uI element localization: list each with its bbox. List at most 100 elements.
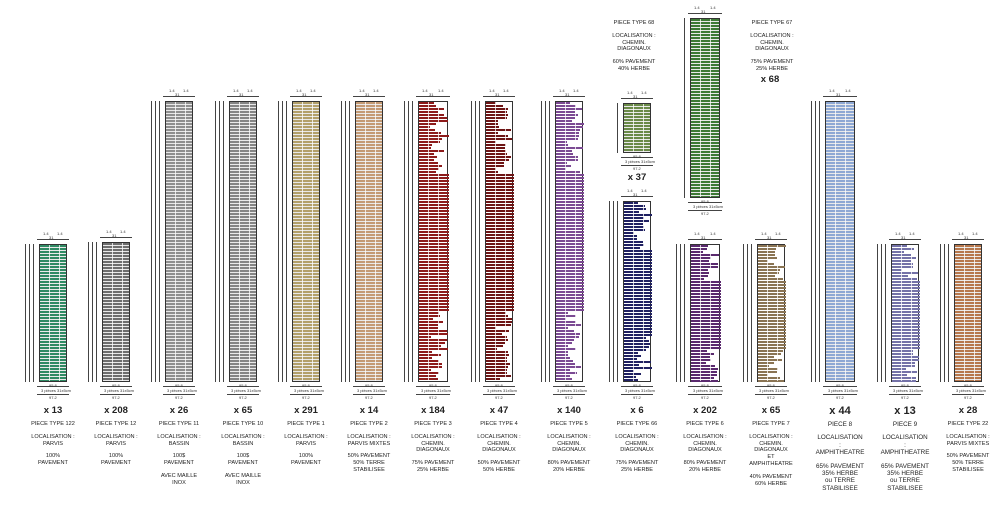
dimension-line-vertical bbox=[940, 244, 941, 382]
dimension-line-bottom bbox=[688, 210, 722, 211]
description-line: 50% PAVEMENT bbox=[347, 453, 391, 460]
description-line: 60% HERBE bbox=[754, 480, 788, 487]
description-line: CHEMIN. bbox=[759, 440, 783, 447]
description-line: 25% HERBE bbox=[416, 466, 450, 473]
dimension-inner-width: 95.8 bbox=[633, 153, 641, 159]
description-line: 50% PAVEMENT bbox=[477, 460, 521, 467]
dimension-line-vertical bbox=[475, 101, 476, 382]
dimension-line-vertical bbox=[743, 244, 744, 382]
dimension-line-top bbox=[889, 239, 921, 240]
dimension-spacing: 1.4 bbox=[169, 88, 175, 93]
dimension-pieces-note: 3 pièces 31x5cm bbox=[41, 388, 72, 393]
dimension-total-width: 97.2 bbox=[565, 395, 573, 400]
piece-count-t5: x 140 bbox=[557, 405, 581, 416]
description-line: DIAGONAUX bbox=[620, 447, 654, 454]
dimension-line-vertical bbox=[479, 101, 480, 382]
dimension-inner-width: 95.8 bbox=[495, 382, 503, 388]
description-line: DIAGONAUX bbox=[688, 447, 722, 454]
dimension-total-width: 97.2 bbox=[633, 166, 641, 171]
description-line: 75% PAVEMENT bbox=[615, 460, 659, 467]
dimension-spacing: 1.4 bbox=[247, 88, 253, 93]
dimension-half: 31 bbox=[112, 233, 117, 238]
dimension-line-top bbox=[755, 239, 787, 240]
dimension-line-vertical bbox=[33, 244, 34, 382]
dimension-line-vertical bbox=[215, 101, 216, 382]
dimension-line-bottom bbox=[163, 394, 195, 395]
dimension-spacing: 1.4 bbox=[106, 229, 112, 234]
description-line: INOX bbox=[236, 479, 250, 486]
description-line: PARVIS MIXTES bbox=[347, 440, 391, 447]
dimension-line-bottom bbox=[353, 394, 385, 395]
piece-count-t11: x 26 bbox=[169, 405, 189, 416]
dimension-line-bottom bbox=[952, 394, 984, 395]
dimension-line-bottom bbox=[37, 394, 69, 395]
dimension-line-bottom bbox=[688, 394, 722, 395]
piece-description-t3: PIECE TYPE 3 LOCALISATION : CHEMIN. DIAGONA… bbox=[400, 421, 466, 474]
description-line: 100$ bbox=[172, 453, 186, 460]
description-line: PARVIS bbox=[42, 440, 63, 447]
piece-count-t12: x 208 bbox=[104, 405, 128, 416]
dimension-half: 31 bbox=[767, 235, 772, 240]
description-line: PAVEMENT bbox=[291, 460, 321, 467]
dimension-inner-width: 95.8 bbox=[565, 382, 573, 388]
dimension-line-bottom bbox=[755, 386, 787, 387]
dimension-half: 31 bbox=[836, 92, 841, 97]
dimension-spacing: 1.4 bbox=[57, 231, 63, 236]
description-line: 80% PAVEMENT bbox=[547, 460, 591, 467]
dimension-line-vertical bbox=[471, 101, 472, 382]
piece-panel-t22 bbox=[954, 244, 982, 382]
dimension-spacing: 1.4 bbox=[761, 231, 767, 236]
piece-description-t7: PIECE TYPE 7 LOCALISATION : CHEMIN. DIAGONA… bbox=[738, 421, 804, 487]
description-line: LOCALISATION : bbox=[94, 433, 138, 440]
dimension-line-bottom bbox=[889, 394, 921, 395]
dimension-line-top bbox=[483, 96, 515, 97]
description-line: : bbox=[839, 441, 841, 449]
dimension-line-top bbox=[353, 96, 385, 97]
description-line: 35% HERBE bbox=[821, 470, 859, 478]
dimension-pieces-note: 3 pièces 31x5cm bbox=[759, 388, 790, 393]
piece-count-t68: x 37 bbox=[627, 172, 647, 183]
dimension-line-vertical bbox=[751, 244, 752, 382]
dimension-inner-width: 95.8 bbox=[49, 382, 57, 388]
dimension-line-vertical bbox=[345, 101, 346, 382]
dimension-spacing: 1.4 bbox=[972, 231, 978, 236]
description-line: PIECE TYPE 67 bbox=[751, 20, 793, 26]
dimension-inner-width: 95.8 bbox=[429, 382, 437, 388]
description-line: DIAGONAUX bbox=[552, 447, 586, 454]
dimension-spacing: 1.4 bbox=[895, 231, 901, 236]
description-line: 65% PAVEMENT bbox=[815, 462, 865, 470]
dimension-total-width: 97.2 bbox=[701, 395, 709, 400]
dimension-line-vertical bbox=[881, 244, 882, 382]
column-joints bbox=[419, 102, 447, 381]
dimension-line-vertical bbox=[549, 101, 550, 382]
description-line: LOCALISATION : bbox=[750, 32, 794, 39]
dimension-spacing: 1.4 bbox=[559, 88, 565, 93]
dimension-line-vertical bbox=[541, 101, 542, 382]
dimension-line-bottom bbox=[353, 386, 385, 387]
piece-panel-t3 bbox=[418, 101, 449, 382]
dimension-spacing: 1.4 bbox=[233, 88, 239, 93]
dimension-inner-width: 95.8 bbox=[836, 382, 844, 388]
dimension-line-top bbox=[37, 239, 69, 240]
pavement-bar bbox=[691, 380, 718, 383]
description-line: PIECE TYPE 122 bbox=[31, 421, 75, 427]
description-line: STABILISEE bbox=[822, 484, 858, 492]
dimension-spacing: 1.4 bbox=[775, 231, 781, 236]
description-line: 60% PAVEMENT bbox=[612, 59, 656, 66]
column-joints bbox=[892, 245, 918, 381]
description-line: CHEMIN. bbox=[421, 440, 445, 447]
description-line: PIECE TYPE 10 bbox=[222, 421, 264, 427]
description-line: 100% bbox=[108, 453, 124, 460]
piece-description-t8: PIECE 8 LOCALISATION: AMPHITHEATRE 65% PAVE… bbox=[807, 421, 873, 492]
description-line: LOCALISATION : bbox=[683, 433, 727, 440]
dimension-inner-width: 95.8 bbox=[365, 382, 373, 388]
dimension-pieces-note: 3 pièces 31x5cm bbox=[421, 388, 452, 393]
description-line: CHEMIN. bbox=[557, 440, 581, 447]
dimension-line-vertical bbox=[684, 18, 685, 198]
piece-panel-t6 bbox=[690, 244, 721, 383]
description-line: LOCALISATION : bbox=[547, 433, 591, 440]
dimension-line-vertical bbox=[404, 101, 405, 382]
piece-count-t4: x 47 bbox=[489, 405, 509, 416]
dimension-spacing: 1.4 bbox=[43, 231, 49, 236]
description-line: STABILISEE bbox=[887, 484, 923, 492]
